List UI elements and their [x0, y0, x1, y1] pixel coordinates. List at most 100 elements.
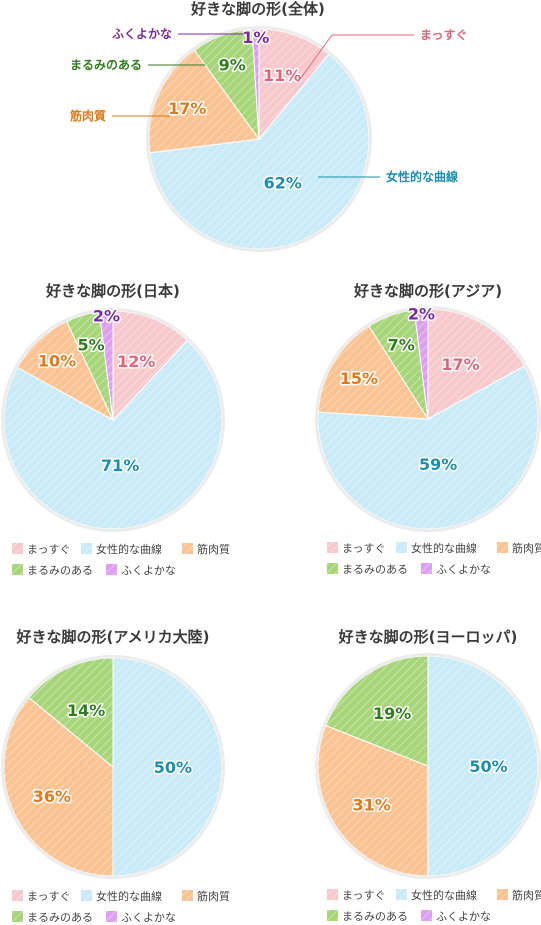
legend-swatch-rounded — [327, 910, 338, 921]
pct-label-straight: 12% — [117, 352, 155, 371]
legend-swatch-straight — [12, 890, 23, 901]
legend-swatch-muscular — [497, 542, 508, 553]
pct-label-rounded: 19% — [373, 704, 411, 723]
pie-outline — [1, 308, 225, 532]
legend-swatch-plump — [421, 910, 432, 921]
legend-swatch-straight — [12, 543, 23, 554]
callout-label-straight: まっすぐ — [420, 28, 468, 42]
chart-title: 好きな脚の形(アジア) — [353, 282, 502, 300]
callout-label-curvy: 女性的な曲線 — [386, 169, 458, 184]
legend-swatch-rounded — [12, 911, 23, 922]
pie-slice-curvy — [317, 365, 539, 530]
callout-label-plump: ふくよかな — [112, 27, 172, 41]
pie-slice-muscular — [317, 325, 429, 420]
pct-label-rounded: 5% — [78, 336, 105, 355]
legend-label-rounded: まるみのある — [342, 910, 408, 923]
chart-title: 好きな脚の形(アメリカ大陸) — [16, 628, 210, 646]
pct-label-straight: 11% — [263, 66, 301, 85]
legend-swatch-straight — [327, 542, 338, 553]
pct-label-rounded: 14% — [67, 701, 105, 720]
chart-asia: 好きな脚の形(アジア) 17% 59% 15% 7% 2% まっすぐ 女性的な曲線 筋肉質ま… — [315, 282, 541, 576]
pie-slice-muscular — [3, 696, 114, 877]
legend-label-curvy: 女性的な曲線 — [96, 889, 162, 903]
pct-label-muscular: 36% — [33, 787, 71, 806]
pie-outline — [315, 306, 541, 532]
legend-label-plump: ふくよかな — [121, 911, 176, 924]
legend-label-rounded: まるみのある — [27, 564, 93, 577]
legend-label-muscular: 筋肉質 — [197, 889, 230, 903]
pct-label-curvy: 50% — [154, 758, 192, 777]
pct-label-rounded: 7% — [388, 336, 415, 355]
chart-title: 好きな脚の形(全体) — [190, 0, 325, 18]
pie-slice-straight — [427, 308, 526, 420]
chart-title: 好きな脚の形(ヨーロッパ) — [338, 628, 518, 646]
legend-label-curvy: 女性的な曲線 — [411, 888, 477, 902]
pie-outline — [146, 26, 372, 252]
pie-slice-muscular — [148, 49, 260, 154]
legend-swatch-curvy — [81, 890, 92, 901]
legend-label-rounded: まるみのある — [27, 911, 93, 924]
legend-swatch-rounded — [327, 563, 338, 574]
pie-slice-straight — [258, 28, 330, 141]
legend-label-straight: まっすぐ — [342, 889, 386, 902]
legend-label-muscular: 筋肉質 — [512, 888, 541, 902]
chart-americas: 好きな脚の形(アメリカ大陸) 50% 36% 14% まっすぐ 女性的な曲線 筋肉質まる… — [1, 628, 230, 924]
chart-japan: 好きな脚の形(日本) 12% 71% 10%5% 2% まっすぐ 女性的な曲線 筋肉質まる… — [1, 282, 230, 577]
legend-label-plump: ふくよかな — [436, 563, 491, 576]
legend-swatch-plump — [106, 564, 117, 575]
pct-label-curvy: 71% — [101, 456, 139, 475]
pct-label-plump: 2% — [408, 305, 435, 324]
legend-label-curvy: 女性的な曲線 — [411, 541, 477, 555]
chart-europe: 好きな脚の形(ヨーロッパ) 50% 31% 19% まっすぐ 女性的な曲線 筋肉質まるみ… — [315, 628, 541, 923]
pct-label-muscular: 15% — [340, 369, 378, 388]
pct-label-curvy: 50% — [469, 757, 507, 776]
pie-slice-plump — [251, 28, 260, 140]
pct-label-straight: 17% — [441, 355, 479, 374]
pie-outline — [315, 653, 541, 879]
callout-label-rounded: まるみのある — [70, 58, 142, 72]
pct-label-muscular: 31% — [352, 795, 390, 814]
chart-title: 好きな脚の形(日本) — [45, 282, 180, 300]
legend-swatch-curvy — [81, 543, 92, 554]
pie-outline — [1, 655, 225, 879]
legend-label-straight: まっすぐ — [27, 543, 71, 556]
legend-swatch-muscular — [182, 890, 193, 901]
callout-line-straight — [297, 34, 414, 83]
legend-label-muscular: 筋肉質 — [197, 542, 230, 556]
legend-label-plump: ふくよかな — [121, 564, 176, 577]
legend-swatch-straight — [327, 889, 338, 900]
pct-label-muscular: 17% — [168, 99, 206, 118]
pct-label-plump: 1% — [242, 28, 269, 47]
pct-label-muscular: 10% — [38, 351, 76, 370]
pct-label-plump: 2% — [93, 307, 120, 326]
pie-slice-muscular — [317, 724, 429, 877]
pie-europe: 50% 31% 19% — [315, 653, 541, 879]
pie-americas: 50% 36% 14% — [1, 655, 225, 879]
callout-label-muscular: 筋肉質 — [69, 108, 106, 123]
pie-slice-rounded — [325, 655, 429, 767]
pct-label-curvy: 62% — [264, 173, 302, 192]
legend-swatch-curvy — [396, 542, 407, 553]
legend-swatch-muscular — [497, 889, 508, 900]
pct-label-rounded: 9% — [219, 56, 246, 75]
legend-label-muscular: 筋肉質 — [512, 541, 541, 555]
legend-label-straight: まっすぐ — [27, 890, 71, 903]
pie-asia: 17% 59% 15% 7% 2% — [315, 303, 541, 532]
legend-label-rounded: まるみのある — [342, 563, 408, 576]
legend-swatch-rounded — [12, 564, 23, 575]
legend-label-plump: ふくよかな — [436, 910, 491, 923]
legend-swatch-plump — [106, 911, 117, 922]
legend-swatch-muscular — [182, 543, 193, 554]
legend-swatch-plump — [421, 563, 432, 574]
legend-label-curvy: 女性的な曲線 — [96, 542, 162, 556]
pie-slice-rounded — [28, 657, 114, 769]
pct-label-curvy: 59% — [419, 455, 457, 474]
